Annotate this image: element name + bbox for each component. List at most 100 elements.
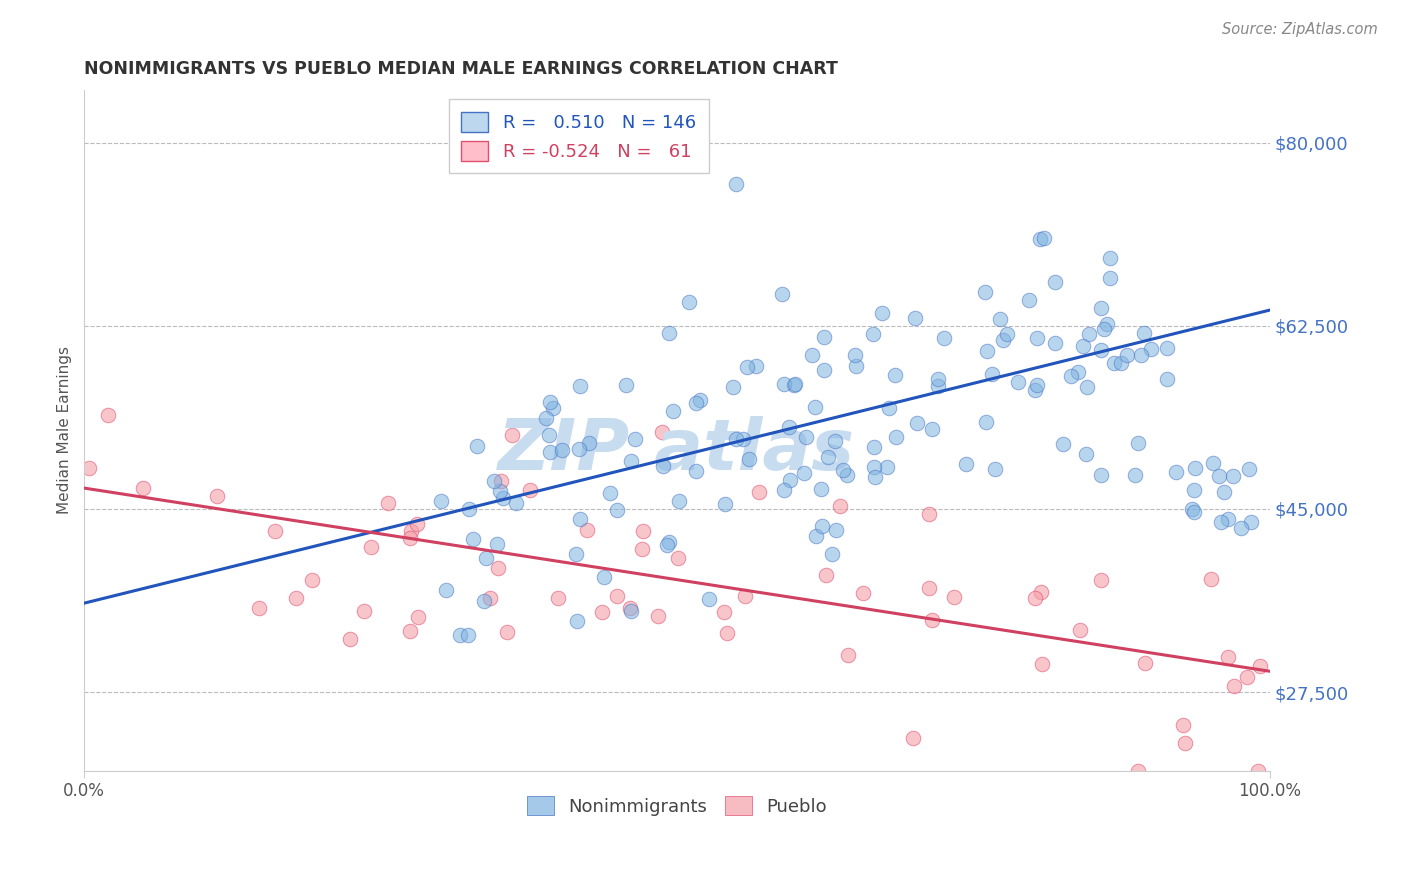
Point xyxy=(1184,461,1206,475)
Point xyxy=(976,415,998,429)
Point xyxy=(921,613,943,627)
Point xyxy=(804,400,827,414)
Text: ZIP atlas: ZIP atlas xyxy=(498,417,855,485)
Point xyxy=(1126,436,1149,450)
Point xyxy=(678,295,700,310)
Point xyxy=(496,625,519,640)
Point xyxy=(1174,736,1197,750)
Point xyxy=(974,285,997,299)
Point xyxy=(1140,342,1163,356)
Point xyxy=(353,604,375,618)
Point xyxy=(877,401,900,415)
Point xyxy=(1092,322,1115,336)
Point xyxy=(77,460,100,475)
Point xyxy=(486,561,509,575)
Point xyxy=(492,491,515,505)
Point xyxy=(876,459,898,474)
Point xyxy=(794,430,817,444)
Point xyxy=(1218,511,1240,525)
Point xyxy=(263,524,285,539)
Point xyxy=(813,363,835,377)
Point xyxy=(449,627,471,641)
Point xyxy=(568,442,591,456)
Point xyxy=(624,432,647,446)
Point xyxy=(852,586,875,600)
Point xyxy=(1116,348,1139,362)
Point xyxy=(484,474,506,488)
Point xyxy=(779,473,801,487)
Point xyxy=(620,454,643,468)
Point xyxy=(1211,515,1233,529)
Point xyxy=(474,551,496,566)
Point xyxy=(782,378,804,392)
Point xyxy=(904,310,927,325)
Point xyxy=(301,574,323,588)
Point xyxy=(501,428,523,442)
Point xyxy=(1135,656,1157,670)
Point xyxy=(1078,326,1101,341)
Point xyxy=(862,460,884,475)
Point xyxy=(778,420,800,434)
Point xyxy=(631,542,654,557)
Point xyxy=(599,486,621,500)
Point xyxy=(1247,764,1270,778)
Point xyxy=(988,312,1011,326)
Point xyxy=(1025,377,1047,392)
Point xyxy=(434,582,457,597)
Point xyxy=(825,523,848,537)
Point xyxy=(489,474,512,488)
Point xyxy=(565,615,588,629)
Point xyxy=(804,529,827,543)
Point xyxy=(697,592,720,607)
Point xyxy=(921,422,943,436)
Point xyxy=(1071,338,1094,352)
Point xyxy=(685,396,707,410)
Point xyxy=(835,467,858,482)
Point xyxy=(360,540,382,554)
Point xyxy=(1126,764,1149,778)
Point xyxy=(398,531,420,545)
Point xyxy=(458,502,481,516)
Point xyxy=(1031,657,1053,672)
Point xyxy=(1024,383,1046,397)
Point xyxy=(406,517,429,532)
Point xyxy=(773,483,796,497)
Point xyxy=(651,425,673,439)
Point xyxy=(534,410,557,425)
Point xyxy=(1090,468,1112,483)
Point xyxy=(995,327,1018,342)
Point xyxy=(837,648,859,662)
Point xyxy=(647,609,669,624)
Point xyxy=(844,348,866,362)
Text: NONIMMIGRANTS VS PUEBLO MEDIAN MALE EARNINGS CORRELATION CHART: NONIMMIGRANTS VS PUEBLO MEDIAN MALE EARN… xyxy=(84,60,838,78)
Point xyxy=(1090,343,1112,358)
Point xyxy=(863,469,886,483)
Point xyxy=(810,482,832,496)
Point xyxy=(543,401,565,415)
Point xyxy=(658,534,681,549)
Point xyxy=(870,305,893,319)
Point xyxy=(606,502,628,516)
Point xyxy=(772,287,794,301)
Point xyxy=(845,359,868,373)
Point xyxy=(714,497,737,511)
Point xyxy=(980,368,1002,382)
Point xyxy=(537,427,560,442)
Point xyxy=(657,538,679,552)
Point xyxy=(463,533,485,547)
Point xyxy=(905,416,928,430)
Point xyxy=(1090,301,1112,316)
Point xyxy=(377,496,399,510)
Point xyxy=(725,178,748,192)
Point xyxy=(486,537,509,551)
Point xyxy=(721,380,744,394)
Point xyxy=(824,434,846,448)
Point xyxy=(1181,502,1204,516)
Point xyxy=(569,379,592,393)
Point xyxy=(633,524,655,538)
Point xyxy=(713,605,735,619)
Point xyxy=(725,432,748,446)
Point xyxy=(884,368,907,383)
Point xyxy=(689,392,711,407)
Point xyxy=(1173,718,1195,732)
